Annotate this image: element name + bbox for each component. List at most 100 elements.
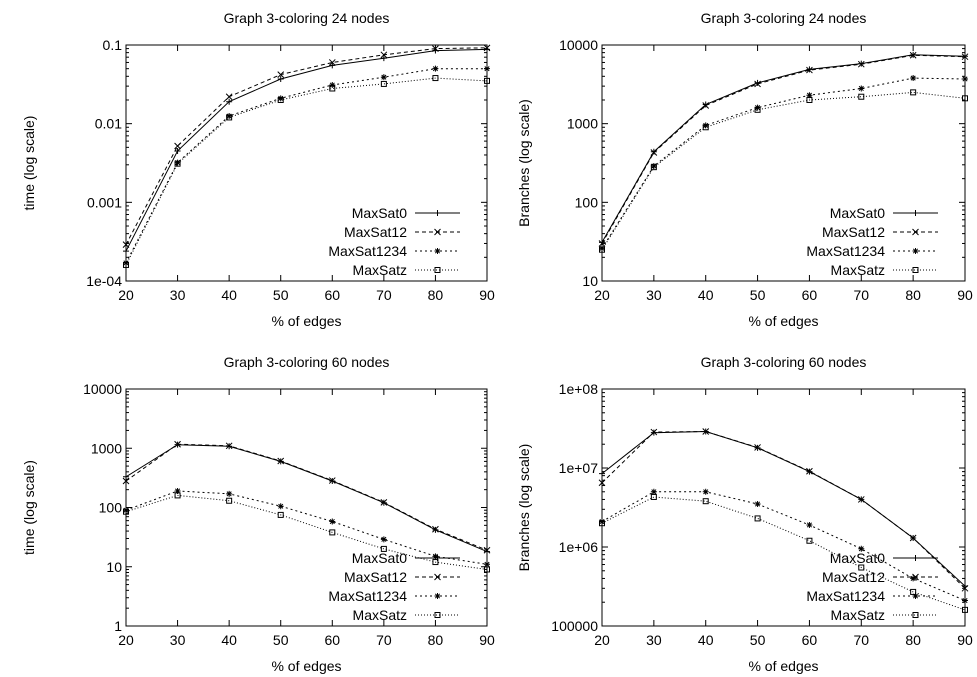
legend-marker <box>912 210 919 216</box>
data-point <box>277 75 284 82</box>
data-point <box>962 597 968 604</box>
series-maxsat12 <box>122 440 491 554</box>
data-point <box>329 529 336 536</box>
legend-item: MaxSat1234 <box>328 243 460 259</box>
x-tick-label: 60 <box>324 632 340 648</box>
x-tick-label: 40 <box>221 632 237 648</box>
y-tick-label: 1e+06 <box>559 539 599 555</box>
data-point <box>909 51 917 59</box>
data-point <box>380 51 388 59</box>
data-point <box>226 114 233 121</box>
chart-title: Graph 3-coloring 24 nodes <box>701 10 867 26</box>
y-tick-label: 0.1 <box>103 37 123 53</box>
data-point <box>858 564 865 571</box>
chart-2: Graph 3-coloring 24 nodes % of edges Branc… <box>516 10 973 329</box>
data-point <box>599 246 605 253</box>
y-tick-label: 10000 <box>559 37 598 53</box>
data-point <box>650 164 657 171</box>
series-maxsat0 <box>123 46 490 255</box>
legend-label: MaxSat0 <box>352 550 407 566</box>
data-point <box>910 588 917 595</box>
legend-marker <box>434 593 441 599</box>
series-maxsat1234 <box>123 487 490 568</box>
x-tick-label: 60 <box>802 287 818 303</box>
data-point <box>226 113 233 120</box>
y-tick-label: 1 <box>114 618 122 634</box>
data-point <box>123 508 129 515</box>
data-point <box>328 59 336 66</box>
data-point <box>599 239 605 246</box>
data-point <box>277 503 284 510</box>
x-tick-label: 70 <box>376 287 392 303</box>
data-point <box>123 507 129 514</box>
data-point <box>174 492 181 499</box>
x-tick-label: 60 <box>324 287 340 303</box>
legend-marker <box>912 267 919 273</box>
x-tick-label: 70 <box>853 287 869 303</box>
series-line <box>601 91 966 250</box>
x-axis-label: % of edges <box>748 658 818 674</box>
legend-label: MaxSat1234 <box>328 588 407 604</box>
legend-item: MaxSat1234 <box>806 588 938 604</box>
legend-label: MaxSat1234 <box>806 243 885 259</box>
y-tick-label: 0.001 <box>87 194 122 210</box>
data-point <box>484 561 490 568</box>
legend-item: MaxSat0 <box>352 205 460 221</box>
y-axis-label: time (log scale) <box>21 460 37 555</box>
legend-marker <box>912 573 919 581</box>
y-tick-label: 1e+07 <box>559 460 599 476</box>
legend-label: MaxSatz <box>353 607 407 623</box>
y-tick-label: 100 <box>575 194 599 210</box>
legend-label: MaxSat12 <box>822 224 885 240</box>
data-point <box>650 428 658 436</box>
x-tick-label: 80 <box>905 632 921 648</box>
data-point <box>858 545 865 552</box>
data-point <box>650 162 657 169</box>
data-point <box>857 496 865 503</box>
y-tick-label: 0.01 <box>95 116 122 132</box>
y-axis-label: time (log scale) <box>21 116 37 211</box>
data-point <box>380 545 387 552</box>
x-tick-label: 90 <box>957 287 973 303</box>
data-point <box>910 575 917 582</box>
legend-label: MaxSatz <box>353 262 407 278</box>
plot-frame <box>601 388 966 627</box>
legend-marker <box>912 228 919 236</box>
data-point <box>806 66 813 74</box>
legend-item: MaxSatz <box>353 607 460 623</box>
data-point <box>806 467 813 475</box>
y-tick-label: 10 <box>106 559 122 575</box>
x-tick-label: 80 <box>428 287 444 303</box>
x-tick-label: 40 <box>698 632 714 648</box>
x-tick-label: 80 <box>428 632 444 648</box>
data-point <box>754 515 761 522</box>
chart-1: Graph 3-coloring 24 nodes % of edges time … <box>21 10 495 329</box>
data-point <box>962 75 968 82</box>
series-line <box>125 494 488 570</box>
series-maxsat0 <box>599 428 968 590</box>
data-point <box>174 160 181 167</box>
series-maxsat12 <box>598 51 969 247</box>
series-line <box>125 68 487 264</box>
data-point <box>599 518 605 525</box>
y-tick-label: 1e-04 <box>86 273 122 289</box>
data-point <box>962 95 968 102</box>
legend-item: MaxSat0 <box>352 550 460 566</box>
x-tick-label: 50 <box>750 632 766 648</box>
data-point <box>123 261 129 268</box>
series-line <box>125 48 488 252</box>
legend-marker <box>434 555 441 561</box>
series-line <box>125 490 488 565</box>
data-point <box>857 60 865 68</box>
x-tick-label: 50 <box>273 632 289 648</box>
data-point <box>484 65 490 72</box>
plot-frame <box>125 388 488 627</box>
data-point <box>432 75 439 82</box>
data-point <box>599 245 605 252</box>
data-point <box>174 487 181 494</box>
y-tick-label: 1000 <box>567 116 598 132</box>
data-point <box>806 92 813 99</box>
legend-label: MaxSat0 <box>830 550 885 566</box>
legend-marker <box>434 228 441 236</box>
data-point <box>174 142 181 150</box>
